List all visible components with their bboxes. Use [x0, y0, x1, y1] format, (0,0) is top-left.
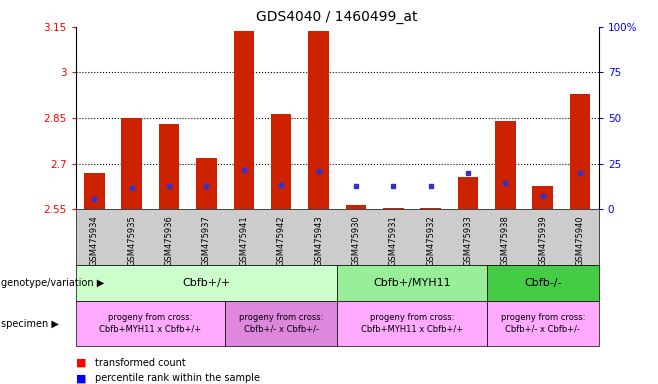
- Bar: [495, 121, 516, 209]
- Text: ■: ■: [76, 373, 86, 383]
- Bar: [458, 177, 478, 209]
- Text: transformed count: transformed count: [95, 358, 186, 368]
- Bar: [532, 187, 553, 209]
- Text: Cbfb-/-: Cbfb-/-: [524, 278, 561, 288]
- Text: Cbfb+/+: Cbfb+/+: [182, 278, 230, 288]
- Bar: [84, 173, 105, 209]
- Text: progeny from cross:
Cbfb+/- x Cbfb+/-: progeny from cross: Cbfb+/- x Cbfb+/-: [501, 313, 585, 334]
- Bar: [383, 208, 403, 209]
- Text: percentile rank within the sample: percentile rank within the sample: [95, 373, 261, 383]
- Bar: [196, 157, 216, 209]
- Title: GDS4040 / 1460499_at: GDS4040 / 1460499_at: [257, 10, 418, 25]
- Text: specimen ▶: specimen ▶: [1, 318, 59, 329]
- Text: progeny from cross:
Cbfb+MYH11 x Cbfb+/+: progeny from cross: Cbfb+MYH11 x Cbfb+/+: [361, 313, 463, 334]
- Bar: [159, 124, 180, 209]
- Text: progeny from cross:
Cbfb+MYH11 x Cbfb+/+: progeny from cross: Cbfb+MYH11 x Cbfb+/+: [99, 313, 201, 334]
- Bar: [234, 31, 254, 209]
- Text: genotype/variation ▶: genotype/variation ▶: [1, 278, 104, 288]
- Bar: [420, 208, 441, 209]
- Bar: [271, 114, 291, 209]
- Bar: [308, 31, 329, 209]
- Bar: [570, 94, 590, 209]
- Text: ■: ■: [76, 358, 86, 368]
- Text: progeny from cross:
Cbfb+/- x Cbfb+/-: progeny from cross: Cbfb+/- x Cbfb+/-: [239, 313, 323, 334]
- Text: Cbfb+/MYH11: Cbfb+/MYH11: [373, 278, 451, 288]
- Bar: [122, 118, 142, 209]
- Bar: [345, 205, 367, 209]
